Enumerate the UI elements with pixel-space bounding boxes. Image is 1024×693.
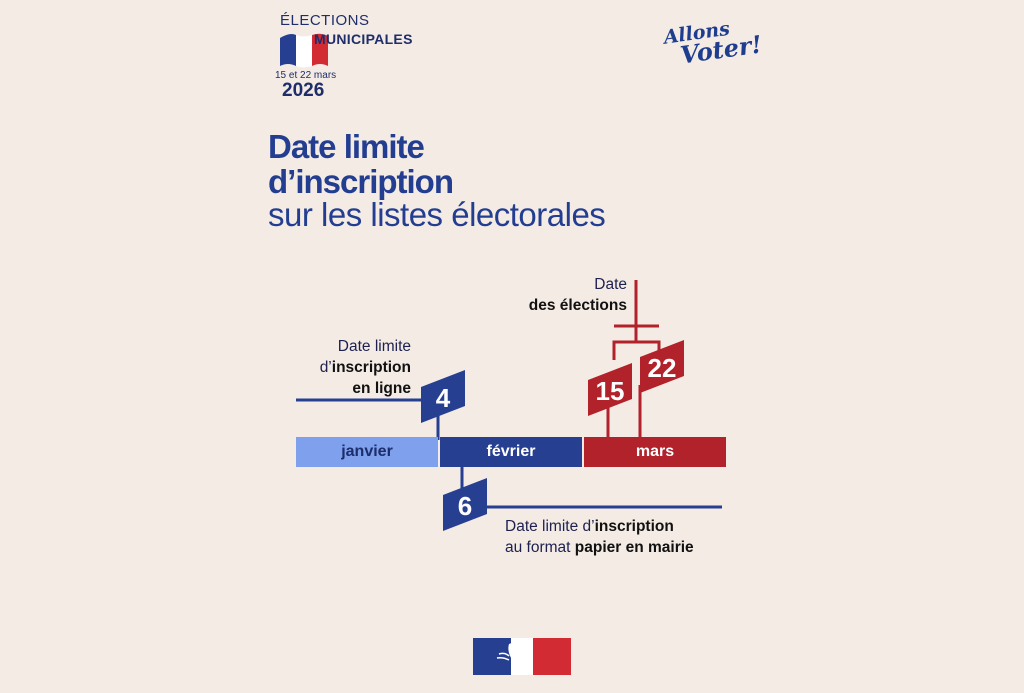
paper-label-bold2: papier en mairie (574, 539, 694, 556)
logo-elections-text: ÉLECTIONS (280, 12, 370, 29)
paper-label-text1: Date limite d’ (505, 518, 595, 535)
logo-dates-text: 15 et 22 mars (275, 70, 337, 81)
page-title-line1: Date limite (268, 128, 425, 165)
month-january: janvier (296, 437, 438, 467)
election-day-15-text: 15 (596, 376, 625, 406)
page-subtitle: sur les listes électorales (268, 196, 606, 233)
paper-label-line1: Date limite d’inscription (505, 516, 694, 537)
paper-deadline-label: Date limite d’inscription au format papi… (505, 516, 694, 558)
online-label-line2: d’inscription (300, 357, 411, 378)
elections-label-line2: des élections (500, 295, 627, 316)
online-label-line1: Date limite (337, 338, 411, 355)
paper-label-line2: au format papier en mairie (505, 537, 694, 558)
logo-municipales-text: MUNICIPALES (314, 31, 413, 47)
online-day-text: 4 (436, 383, 451, 413)
badge-online-day (421, 370, 465, 423)
paper-label-text2: au format (505, 539, 575, 556)
month-march: mars (584, 437, 726, 467)
online-label-prefix: d’ (319, 359, 332, 376)
online-deadline-label: Date limite d’inscription en ligne (300, 336, 411, 399)
elections-label-line1: Date (594, 276, 627, 293)
badge-election-day-22 (640, 340, 684, 393)
elections-label-bold: des élections (528, 297, 627, 314)
election-dates-label: Date des élections (500, 274, 627, 316)
online-label-bold2: en ligne (352, 380, 411, 397)
logo-year-text: 2026 (282, 80, 325, 101)
online-label-line3: en ligne (300, 378, 411, 399)
month-february: février (440, 437, 582, 467)
paper-label-bold1: inscription (594, 518, 674, 535)
badge-election-day-15 (588, 363, 632, 416)
republique-francaise-logo (473, 638, 571, 675)
paper-day-text: 6 (458, 491, 472, 521)
badge-paper-day (443, 478, 487, 531)
online-label-bold: inscription (331, 359, 411, 376)
page-title-line2: d’inscription (268, 163, 454, 200)
election-day-22-text: 22 (648, 353, 677, 383)
french-flag-icon (280, 33, 328, 68)
